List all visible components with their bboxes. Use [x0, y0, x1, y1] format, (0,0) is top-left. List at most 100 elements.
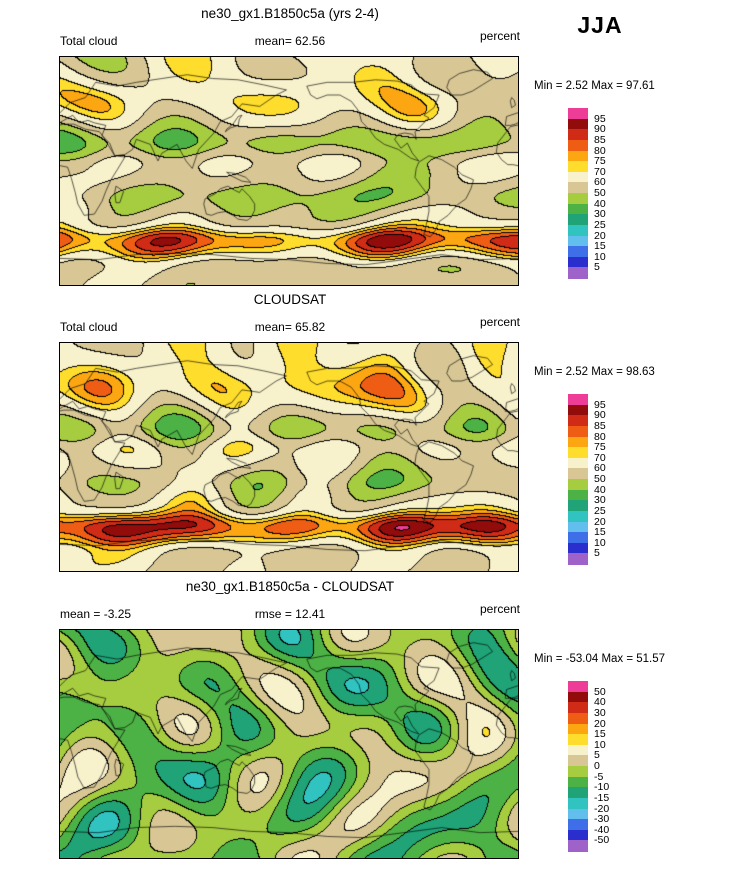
colorbar-label: 60 [594, 462, 606, 475]
colorbar-box [568, 436, 588, 448]
colorbar-label: 90 [594, 123, 606, 136]
colorbar-box [568, 734, 588, 746]
colorbar-box [568, 171, 588, 183]
colorbar-box [568, 224, 588, 236]
colorbar-label: 95 [594, 112, 606, 125]
diff-title: ne30_gx1.B1850c5a - CLOUDSAT [185, 579, 395, 594]
colorbar-box [568, 203, 588, 215]
diff-mean-label: mean = -3.25 [60, 607, 132, 621]
colorbar-box [568, 489, 588, 501]
colorbar-box [568, 553, 588, 565]
colorbar-box [568, 712, 588, 724]
colorbar-box [568, 521, 588, 533]
colorbar-label: 85 [594, 133, 606, 146]
colorbar-label: 10 [594, 536, 606, 549]
colorbar-box [568, 797, 588, 809]
colorbar-box [568, 129, 588, 141]
colorbar-box [568, 425, 588, 437]
model-map-canvas [59, 56, 519, 286]
colorbar-box [568, 723, 588, 735]
colorbar-label: 80 [594, 430, 606, 443]
model-title: ne30_gx1.B1850c5a (yrs 2-4) [201, 6, 379, 21]
colorbar-label: 15 [594, 240, 606, 253]
colorbar-label: 50 [594, 473, 606, 485]
colorbar-label: 25 [594, 504, 606, 517]
colorbar-label: 70 [594, 451, 606, 464]
colorbar-label: 5 [594, 547, 600, 560]
colorbar-box [568, 766, 588, 778]
colorbar-label: 15 [594, 728, 606, 741]
colorbar-label: 5 [594, 749, 600, 762]
model-variable-label: Total cloud [60, 34, 118, 48]
colorbar-label: 40 [594, 696, 606, 709]
colorbar-label: 10 [594, 250, 606, 263]
colorbar-label: -20 [594, 802, 610, 815]
colorbar-box [568, 500, 588, 512]
colorbar-label: 75 [594, 441, 606, 454]
colorbar-label: 20 [594, 515, 606, 528]
colorbar-box [568, 118, 588, 130]
colorbar-box [568, 256, 588, 268]
colorbar-box [568, 214, 588, 226]
colorbar-box [568, 415, 588, 427]
colorbar-label: 30 [594, 494, 606, 507]
model-colorbar: 95 90 85 80 75 70 60 50 40 30 25 20 15 10 5 [568, 108, 668, 282]
colorbar-label: 85 [594, 419, 606, 432]
colorbar-label: -30 [594, 813, 610, 826]
colorbar-box [568, 542, 588, 554]
obs-title: CLOUDSAT [253, 292, 327, 307]
colorbar-label: 5 [594, 261, 600, 274]
colorbar-box [568, 510, 588, 522]
colorbar-box [568, 404, 588, 416]
colorbar-label: 80 [594, 144, 606, 157]
diff-units-label: percent [479, 602, 520, 616]
colorbar-box [568, 193, 588, 205]
colorbar-box [568, 267, 588, 279]
obs-variable-label: Total cloud [60, 320, 118, 334]
colorbar-label: 90 [594, 409, 606, 422]
colorbar-label: 40 [594, 197, 606, 210]
obs-units-label: percent [479, 315, 520, 329]
colorbar-label: -15 [594, 791, 610, 804]
colorbar-box [568, 161, 588, 173]
diff-minmax-label: Min = -53.04 Max = 51.57 [534, 653, 666, 665]
colorbar-box [568, 829, 588, 841]
colorbar-box [568, 150, 588, 162]
diff-map-canvas [59, 629, 519, 859]
colorbar-label: 20 [594, 717, 606, 730]
colorbar-box [568, 787, 588, 799]
diff-colorbar: 50 40 30 20 15 10 5 0 -5 -10 -15 -20 -30 -40 -50 [568, 681, 668, 855]
model-minmax-label: Min = 2.52 Max = 97.61 [534, 80, 655, 92]
colorbar-box [568, 246, 588, 258]
model-units-label: percent [479, 29, 520, 43]
colorbar-label: 0 [594, 760, 600, 772]
colorbar-box [568, 808, 588, 820]
colorbar-label: 15 [594, 526, 606, 539]
season-label: JJA [577, 12, 623, 38]
colorbar-label: -40 [594, 823, 610, 836]
obs-minmax-label: Min = 2.52 Max = 98.63 [534, 366, 655, 378]
colorbar-box [568, 681, 588, 693]
colorbar-box [568, 819, 588, 831]
obs-mean-label: mean= 65.82 [254, 320, 326, 334]
colorbar-box [568, 468, 588, 480]
colorbar-label: -10 [594, 781, 610, 794]
model-mean-label: mean= 62.56 [254, 34, 326, 48]
colorbar-label: -50 [594, 834, 610, 847]
colorbar-label: 10 [594, 738, 606, 751]
colorbar-boxes [568, 108, 588, 279]
colorbar-box [568, 691, 588, 703]
colorbar-label: 70 [594, 165, 606, 178]
colorbar-box [568, 479, 588, 491]
colorbar-label: 40 [594, 483, 606, 496]
colorbar-label: 30 [594, 706, 606, 719]
colorbar-box [568, 139, 588, 151]
colorbar-boxes [568, 681, 588, 852]
colorbar-label: 30 [594, 208, 606, 221]
colorbar-label: -5 [594, 770, 604, 783]
panel-model: ne30_gx1.B1850c5a (yrs 2-4) Total cloud … [0, 6, 733, 296]
colorbar-box [568, 108, 588, 120]
colorbar-label: 25 [594, 218, 606, 231]
diff-rmse-label: rmse = 12.41 [254, 607, 326, 621]
